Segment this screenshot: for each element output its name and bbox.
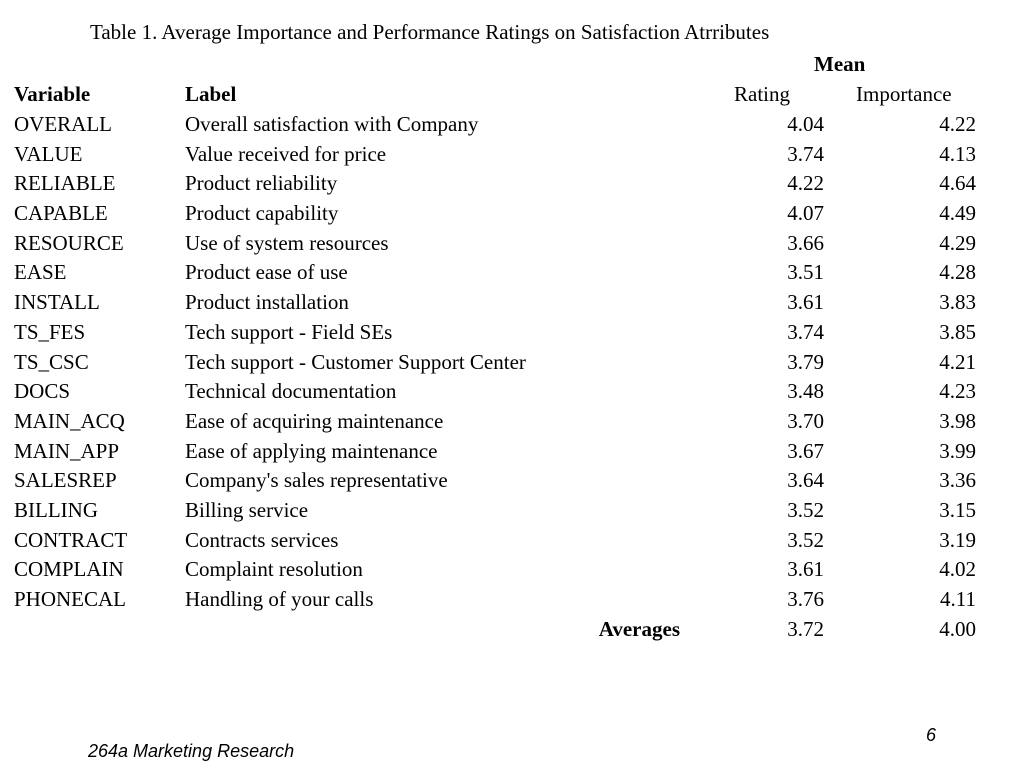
variable-cell: CONTRACT <box>14 527 128 552</box>
variable-cell: PHONECAL <box>14 587 127 611</box>
label-cell: Product capability <box>185 201 339 226</box>
page-number: 6 <box>926 725 937 745</box>
importance-cell: 4.13 <box>939 141 976 166</box>
label-cell: Use of system resources <box>185 230 389 255</box>
table-row: TS_CSC Tech support - Customer Support Ce… <box>0 350 1024 380</box>
importance-cell: 4.64 <box>939 171 976 196</box>
table-row: EASE Product ease of use 3.51 4.28 <box>0 260 1024 290</box>
variable-cell: COMPLAIN <box>14 557 124 582</box>
rating-cell: 4.04 <box>787 112 824 136</box>
importance-cell: 3.98 <box>939 408 976 433</box>
label-cell: Overall satisfaction with Company <box>185 112 479 136</box>
variable-cell: INSTALL <box>14 290 100 315</box>
label-cell: Product installation <box>185 290 349 315</box>
label-cell: Handling of your calls <box>185 587 374 611</box>
importance-cell: 4.23 <box>939 379 976 404</box>
rating-cell: 3.66 <box>787 230 824 255</box>
table-row: COMPLAIN Complaint resolution 3.61 4.02 <box>0 557 1024 587</box>
rating-cell: 3.74 <box>787 319 824 344</box>
label-cell: Complaint resolution <box>185 557 363 582</box>
label-cell: Product ease of use <box>185 260 348 285</box>
rating-cell: 3.52 <box>787 527 824 552</box>
variable-cell: CAPABLE <box>14 201 108 226</box>
variable-cell: TS_FES <box>14 319 86 344</box>
rating-cell: 3.48 <box>787 379 824 404</box>
rating-cell: 3.79 <box>787 349 824 374</box>
importance-cell: 3.19 <box>939 527 976 552</box>
label-cell: Company's sales representative <box>185 468 448 493</box>
table-title: Table 1. Average Importance and Performa… <box>90 20 770 44</box>
variable-cell: RELIABLE <box>14 171 116 196</box>
rating-cell: 3.67 <box>787 438 824 463</box>
rating-cell: 3.76 <box>787 587 824 611</box>
rating-cell: 4.07 <box>787 201 824 226</box>
rating-cell: 3.61 <box>787 290 824 315</box>
importance-cell: 3.15 <box>939 497 976 522</box>
variable-cell: MAIN_APP <box>14 438 120 463</box>
label-cell: Product reliability <box>185 171 338 196</box>
table-row: RELIABLE Product reliability 4.22 4.64 <box>0 171 1024 201</box>
importance-cell: 4.11 <box>940 587 976 611</box>
importance-cell: 4.22 <box>939 112 976 136</box>
variable-cell: EASE <box>14 260 67 285</box>
variable-cell: BILLING <box>14 497 98 522</box>
importance-cell: 3.83 <box>939 290 976 315</box>
rating-cell: 3.51 <box>787 260 824 285</box>
label-cell: Ease of applying maintenance <box>185 438 438 463</box>
table-body: OVERALL Overall satisfaction with Company… <box>0 112 1024 617</box>
averages-row: Averages 3.72 4.00 <box>0 617 1024 647</box>
table-row: SALESREP Company's sales representative 3.… <box>0 468 1024 498</box>
variable-cell: OVERALL <box>14 112 112 136</box>
variable-cell: TS_CSC <box>14 349 89 374</box>
table-row: INSTALL Product installation 3.61 3.83 <box>0 290 1024 320</box>
importance-cell: 4.28 <box>939 260 976 285</box>
table-row: DOCS Technical documentation 3.48 4.23 <box>0 379 1024 409</box>
table-row: CAPABLE Product capability 4.07 4.49 <box>0 201 1024 231</box>
variable-cell: VALUE <box>14 141 83 166</box>
importance-cell: 3.36 <box>939 468 976 493</box>
rating-cell: 4.22 <box>787 171 824 196</box>
label-cell: Tech support - Field SEs <box>185 319 393 344</box>
mean-group-header: Mean <box>814 52 866 76</box>
table-row: VALUE Value received for price 3.74 4.13 <box>0 142 1024 172</box>
importance-cell: 4.02 <box>939 557 976 582</box>
table-row: OVERALL Overall satisfaction with Company… <box>0 112 1024 142</box>
variable-cell: SALESREP <box>14 468 117 493</box>
table-row: MAIN_APP Ease of applying maintenance 3.67… <box>0 439 1024 469</box>
label-cell: Value received for price <box>185 141 387 166</box>
table-row: CONTRACT Contracts services 3.52 3.19 <box>0 528 1024 558</box>
label-cell: Tech support - Customer Support Center <box>185 349 526 374</box>
table-row: BILLING Billing service 3.52 3.15 <box>0 498 1024 528</box>
rating-column-header: Rating <box>734 82 790 106</box>
importance-cell: 4.21 <box>939 349 976 374</box>
rating-cell: 3.61 <box>787 557 824 582</box>
averages-rating: 3.72 <box>787 617 824 641</box>
importance-cell: 4.49 <box>939 201 976 226</box>
averages-importance: 4.00 <box>939 617 976 641</box>
label-cell: Billing service <box>185 497 309 522</box>
rating-cell: 3.74 <box>787 141 824 166</box>
label-cell: Technical documentation <box>185 379 397 404</box>
importance-column-header: Importance <box>856 82 952 106</box>
label-cell: Ease of acquiring maintenance <box>185 408 444 433</box>
label-column-header: Label <box>185 82 237 106</box>
table-row: MAIN_ACQ Ease of acquiring maintenance 3.7… <box>0 409 1024 439</box>
variable-cell: RESOURCE <box>14 230 124 255</box>
table-row: PHONECAL Handling of your calls 3.76 4.11 <box>0 587 1024 617</box>
variable-cell: MAIN_ACQ <box>14 408 125 433</box>
table-row: TS_FES Tech support - Field SEs 3.74 3.85 <box>0 320 1024 350</box>
rating-cell: 3.70 <box>787 408 824 433</box>
table-row: RESOURCE Use of system resources 3.66 4.29 <box>0 231 1024 261</box>
variable-cell: DOCS <box>14 379 71 404</box>
rating-cell: 3.52 <box>787 497 824 522</box>
variable-column-header: Variable <box>14 82 91 106</box>
importance-cell: 3.99 <box>939 438 976 463</box>
importance-cell: 3.85 <box>939 319 976 344</box>
footer-course-name: 264a Marketing Research <box>88 741 295 761</box>
label-cell: Contracts services <box>185 527 339 552</box>
importance-cell: 4.29 <box>939 230 976 255</box>
averages-label: Averages <box>598 617 680 641</box>
rating-cell: 3.64 <box>787 468 824 493</box>
